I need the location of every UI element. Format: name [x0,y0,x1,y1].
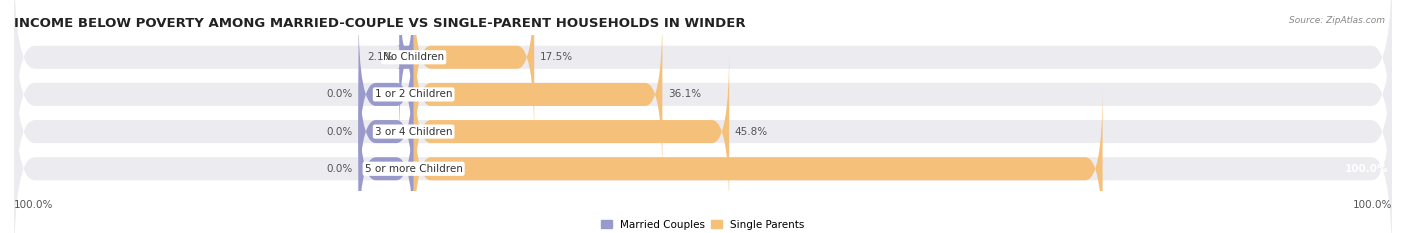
Text: 45.8%: 45.8% [735,127,768,137]
Text: 100.0%: 100.0% [14,200,53,210]
Text: INCOME BELOW POVERTY AMONG MARRIED-COUPLE VS SINGLE-PARENT HOUSEHOLDS IN WINDER: INCOME BELOW POVERTY AMONG MARRIED-COUPL… [14,17,745,30]
FancyBboxPatch shape [359,13,413,176]
FancyBboxPatch shape [413,50,730,213]
FancyBboxPatch shape [14,0,1392,194]
FancyBboxPatch shape [413,13,662,176]
FancyBboxPatch shape [413,0,534,139]
Text: 1 or 2 Children: 1 or 2 Children [375,89,453,99]
FancyBboxPatch shape [396,0,416,139]
Text: 3 or 4 Children: 3 or 4 Children [375,127,453,137]
Text: 0.0%: 0.0% [326,127,353,137]
Text: Source: ZipAtlas.com: Source: ZipAtlas.com [1289,16,1385,25]
FancyBboxPatch shape [14,0,1392,157]
Text: 2.1%: 2.1% [367,52,394,62]
Text: 0.0%: 0.0% [326,164,353,174]
FancyBboxPatch shape [359,87,413,233]
Text: 100.0%: 100.0% [1346,164,1389,174]
Text: 36.1%: 36.1% [668,89,702,99]
FancyBboxPatch shape [359,50,413,213]
FancyBboxPatch shape [14,69,1392,233]
Text: 17.5%: 17.5% [540,52,572,62]
Text: 5 or more Children: 5 or more Children [364,164,463,174]
Text: No Children: No Children [382,52,444,62]
FancyBboxPatch shape [14,32,1392,232]
FancyBboxPatch shape [413,87,1102,233]
Text: 0.0%: 0.0% [326,89,353,99]
Legend: Married Couples, Single Parents: Married Couples, Single Parents [602,219,804,230]
Text: 100.0%: 100.0% [1353,200,1392,210]
